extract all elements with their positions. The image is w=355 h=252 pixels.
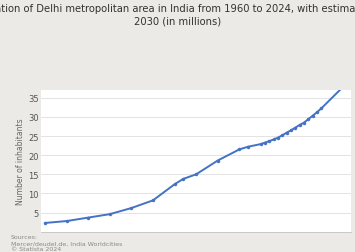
Text: Sources:
Mercer/deudel.de, India Worldcities
© Statista 2024: Sources: Mercer/deudel.de, India Worldci… [11,234,122,251]
Text: Population of Delhi metropolitan area in India from 1960 to 2024, with estimates: Population of Delhi metropolitan area in… [0,4,355,27]
Y-axis label: Number of inhabitants: Number of inhabitants [16,118,25,204]
